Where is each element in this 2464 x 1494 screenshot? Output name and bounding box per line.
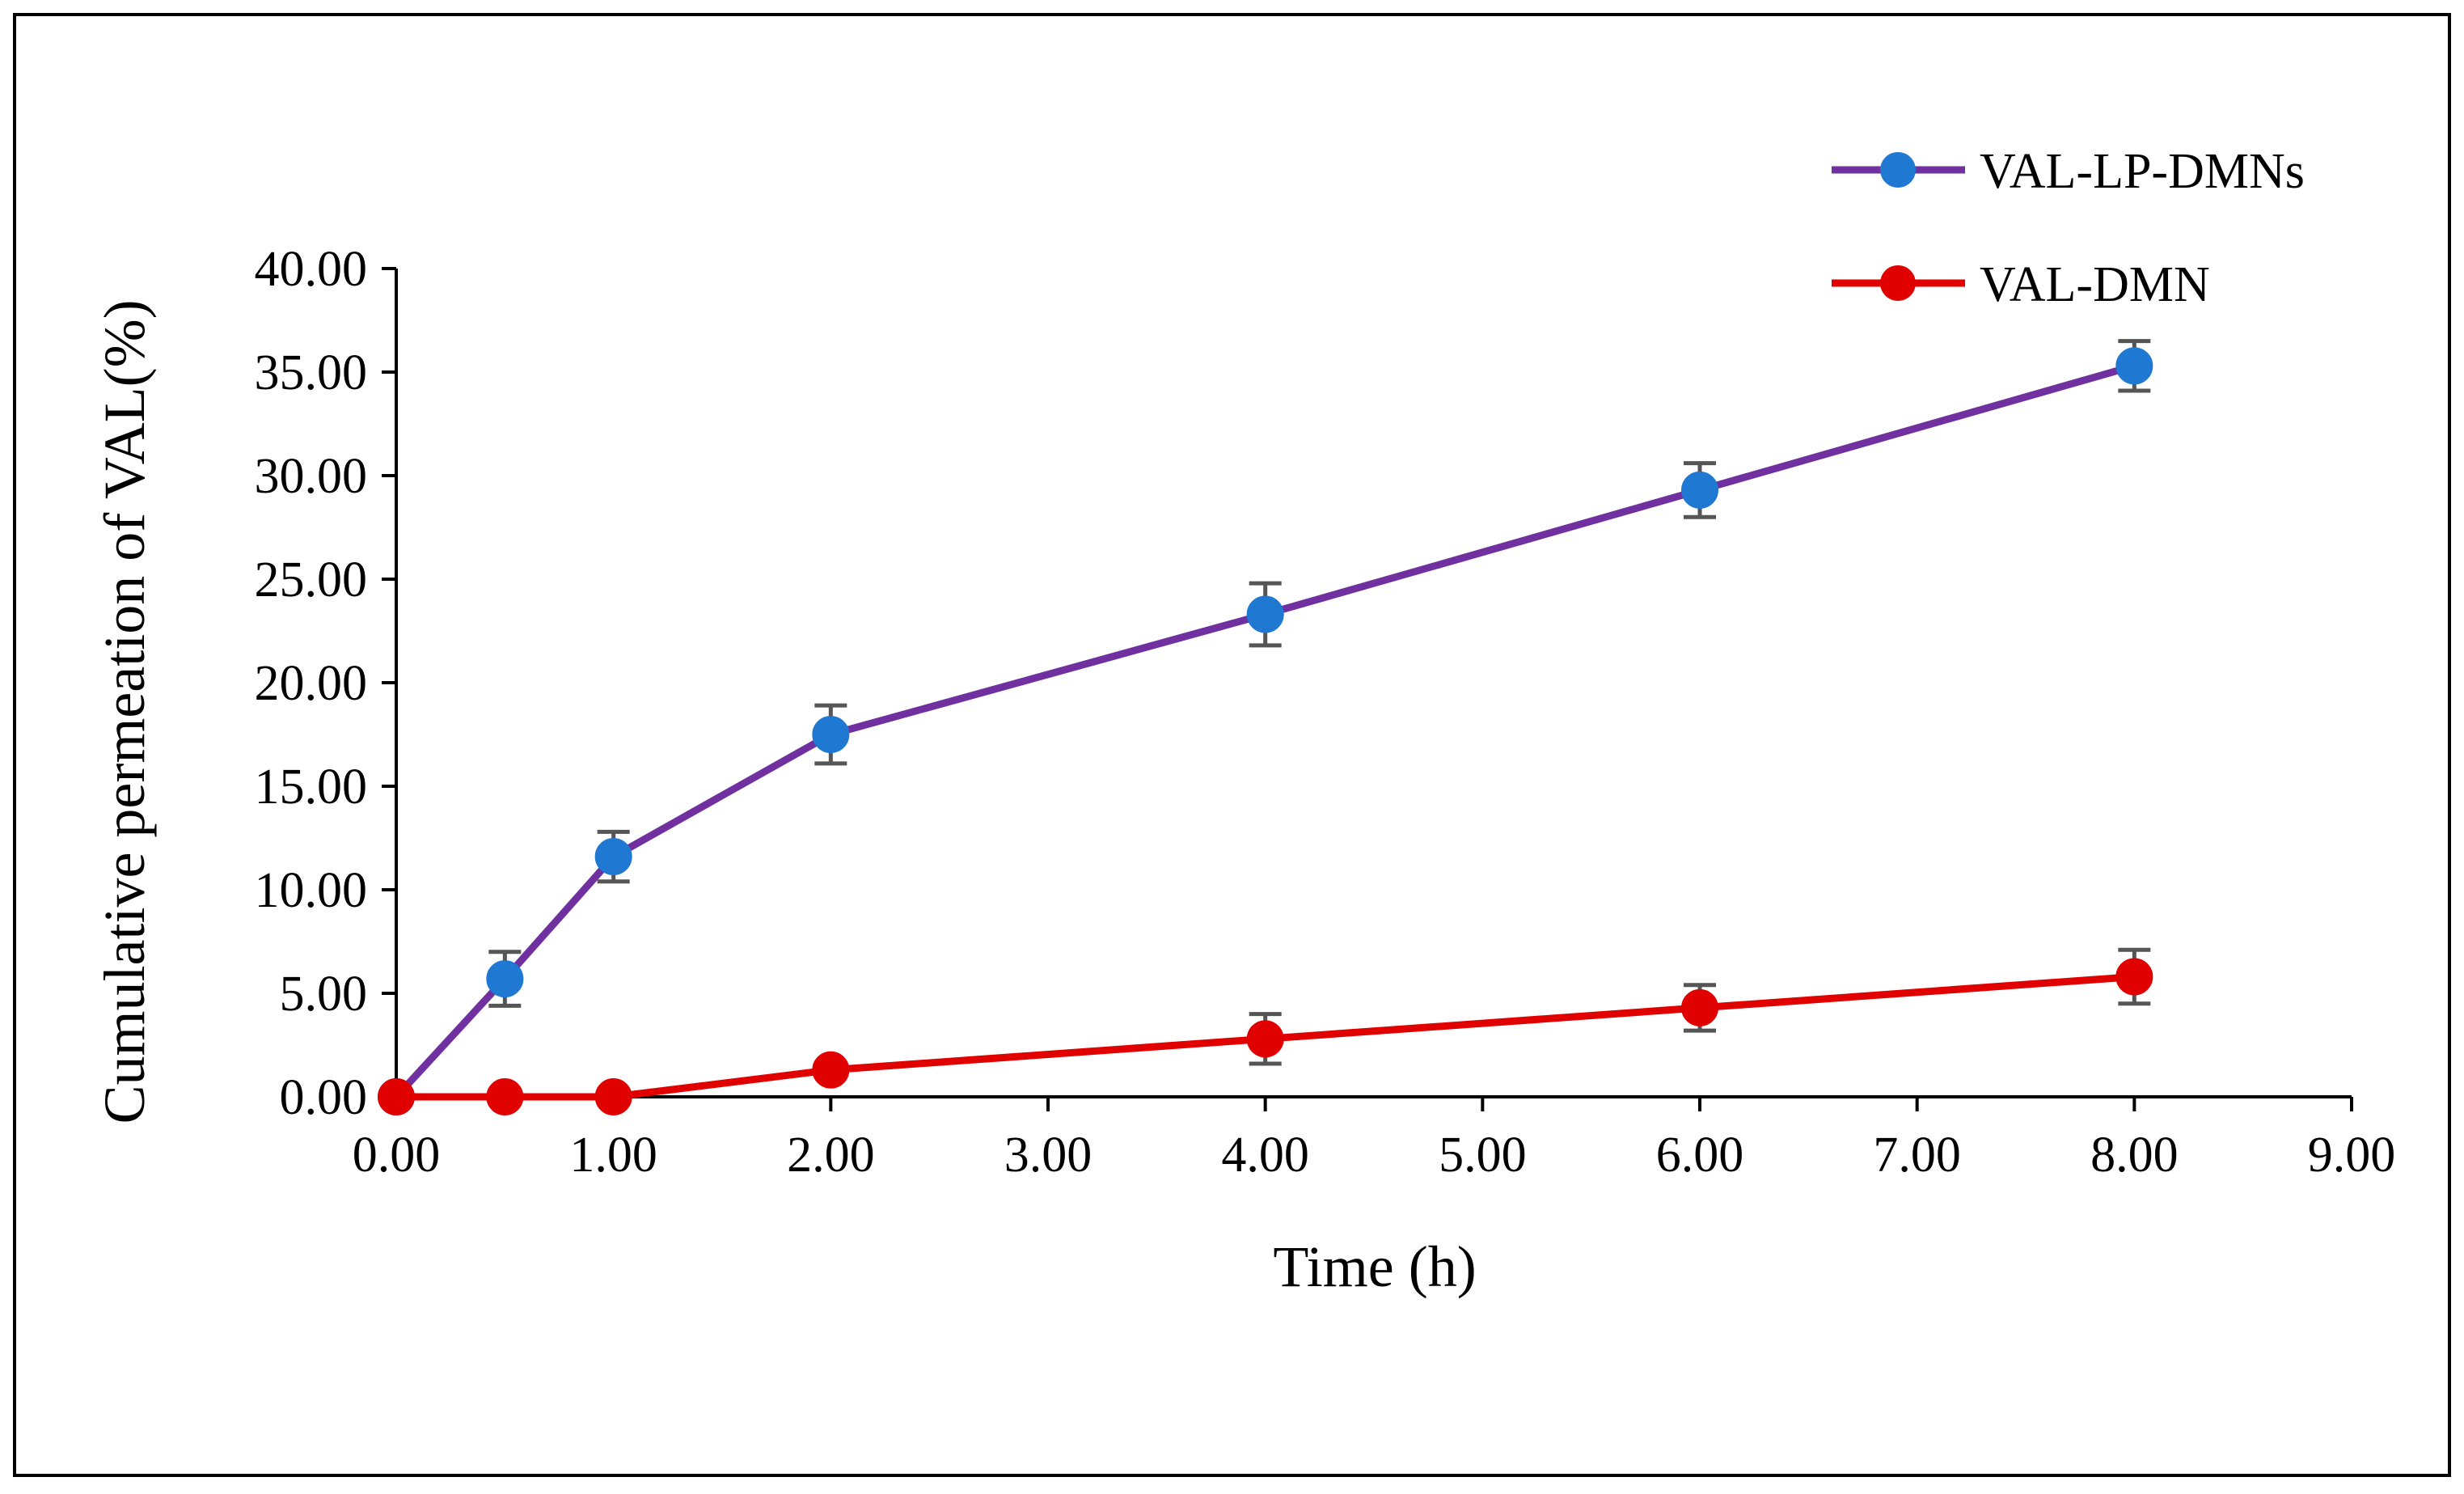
y-tick-label: 10.00 xyxy=(255,863,368,918)
legend: VAL-LP-DMNs VAL-DMN xyxy=(1832,144,2305,312)
data-point xyxy=(1246,1020,1284,1058)
x-tick-label: 2.00 xyxy=(787,1128,875,1183)
x-tick-label: 5.00 xyxy=(1439,1128,1527,1183)
x-tick-label: 7.00 xyxy=(1873,1128,1961,1183)
y-axis-title: Cumulative permeation of VAL(%) xyxy=(92,299,157,1124)
y-tick-label: 25.00 xyxy=(255,552,368,607)
plot-series xyxy=(378,339,2153,1115)
data-point xyxy=(1246,595,1284,633)
data-point xyxy=(1681,471,1718,509)
x-axis-title: Time (h) xyxy=(1273,1234,1476,1299)
data-point xyxy=(812,716,850,753)
x-tick-label: 0.00 xyxy=(353,1128,441,1183)
data-point xyxy=(594,838,632,876)
data-point xyxy=(2115,347,2153,385)
series-val-dmn xyxy=(378,947,2153,1115)
data-point xyxy=(1681,988,1718,1026)
y-tick-label: 5.00 xyxy=(280,967,368,1022)
x-tick-label: 9.00 xyxy=(2308,1128,2396,1183)
legend-label: VAL-DMN xyxy=(1980,257,2210,312)
x-tick-label: 8.00 xyxy=(2090,1128,2179,1183)
y-tick-label: 30.00 xyxy=(255,449,368,504)
legend-item: VAL-LP-DMNs xyxy=(1832,144,2305,199)
axes: 0.00 1.00 2.00 3.00 4.00 5.00 6.00 7.00 8.00 9.00… xyxy=(255,242,2396,1183)
y-tick-label: 35.00 xyxy=(255,345,368,400)
y-tick-label: 15.00 xyxy=(255,760,368,815)
y-tick-label: 0.00 xyxy=(280,1070,368,1125)
legend-marker xyxy=(1880,265,1916,301)
data-point xyxy=(378,1078,415,1115)
x-tick-label: 1.00 xyxy=(569,1128,657,1183)
legend-marker xyxy=(1880,152,1916,188)
data-point xyxy=(486,1078,524,1115)
series-val-lp-dmns xyxy=(378,339,2153,1115)
data-point xyxy=(812,1051,850,1089)
data-point xyxy=(2115,958,2153,996)
legend-item: VAL-DMN xyxy=(1832,257,2210,312)
x-tick-label: 3.00 xyxy=(1004,1128,1093,1183)
chart-frame xyxy=(13,13,2451,1477)
data-point xyxy=(486,960,524,998)
y-tick-label: 20.00 xyxy=(255,656,368,711)
x-tick-label: 6.00 xyxy=(1656,1128,1744,1183)
x-tick-label: 4.00 xyxy=(1221,1128,1309,1183)
legend-label: VAL-LP-DMNs xyxy=(1980,144,2305,199)
y-tick-label: 40.00 xyxy=(255,242,368,297)
data-point xyxy=(594,1078,632,1115)
